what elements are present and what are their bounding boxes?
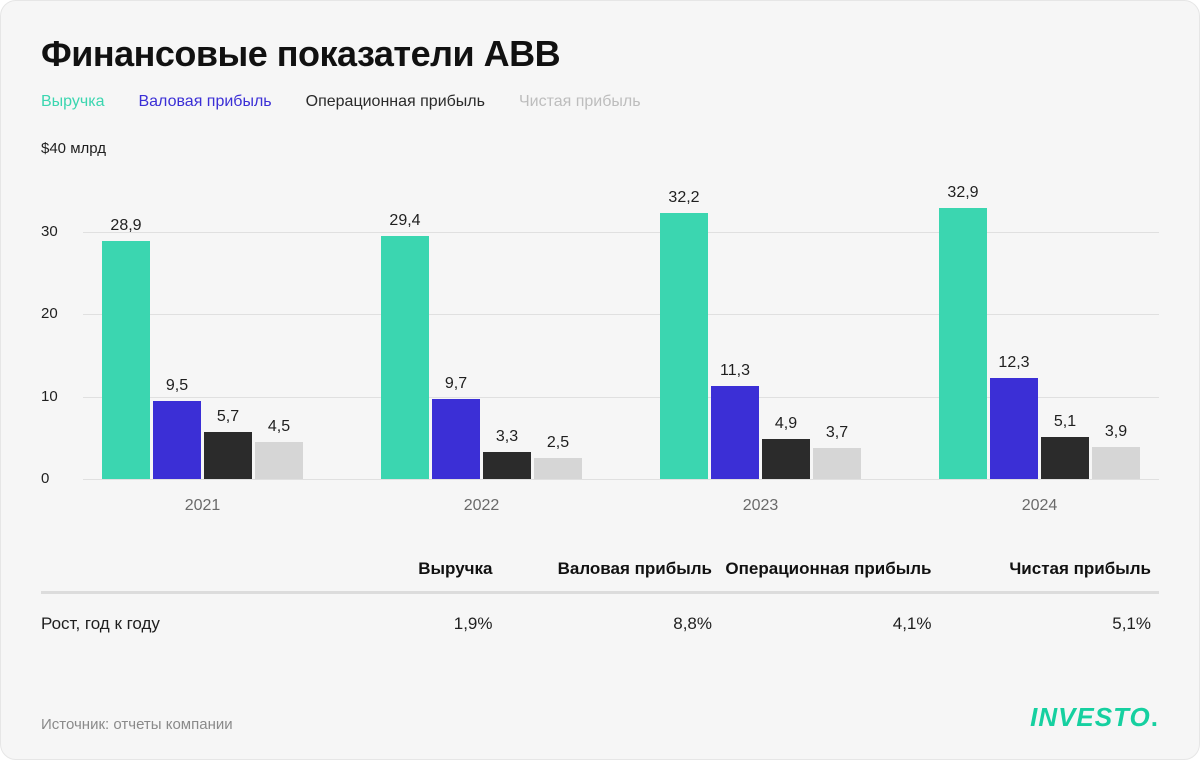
- bar: 29,4: [381, 236, 429, 479]
- bar: 3,7: [813, 448, 861, 479]
- bar-value-label: 9,5: [166, 377, 188, 401]
- x-axis-label: 2024: [920, 497, 1159, 515]
- bar-value-label: 32,2: [668, 189, 699, 213]
- bar: 12,3: [990, 378, 1038, 479]
- legend-item: Выручка: [41, 93, 104, 111]
- bar: 4,5: [255, 442, 303, 479]
- bar-group: 29,49,73,32,5: [362, 149, 601, 479]
- bar: 32,9: [939, 208, 987, 479]
- bar: 9,5: [153, 401, 201, 479]
- bar: 3,3: [483, 452, 531, 479]
- chart-plot: 28,99,55,74,529,49,73,32,532,211,34,93,7…: [83, 149, 1159, 479]
- bar-group: 32,211,34,93,7: [641, 149, 880, 479]
- bar-group: 32,912,35,13,9: [920, 149, 1159, 479]
- y-tick-label: 30: [41, 223, 58, 240]
- table-cell: 8,8%: [501, 614, 721, 634]
- gridline: [83, 479, 1159, 480]
- legend-item: Валовая прибыль: [138, 93, 271, 111]
- bar-value-label: 3,7: [826, 424, 848, 448]
- bar-value-label: 11,3: [720, 362, 750, 386]
- bar-value-label: 3,9: [1105, 423, 1127, 447]
- bar-value-label: 4,5: [268, 418, 290, 442]
- bar-value-label: 5,7: [217, 408, 239, 432]
- bar: 32,2: [660, 213, 708, 479]
- table-header: ВыручкаВаловая прибыльОперационная прибы…: [41, 559, 1159, 594]
- bar: 5,7: [204, 432, 252, 479]
- bar-value-label: 3,3: [496, 428, 518, 452]
- table-column-header: Выручка: [281, 559, 501, 579]
- table-cell: 1,9%: [281, 614, 501, 634]
- table-column-header: Валовая прибыль: [501, 559, 721, 579]
- growth-table: ВыручкаВаловая прибыльОперационная прибы…: [41, 559, 1159, 654]
- source-text: Источник: отчеты компании: [41, 716, 233, 733]
- bar-value-label: 32,9: [947, 184, 978, 208]
- bar: 9,7: [432, 399, 480, 479]
- table-column-header: Операционная прибыль: [720, 559, 940, 579]
- table-row: Рост, год к году 1,9%8,8%4,1%5,1%: [41, 594, 1159, 654]
- bar-value-label: 4,9: [775, 415, 797, 439]
- table-cell: 5,1%: [940, 614, 1160, 634]
- legend-item: Операционная прибыль: [306, 93, 485, 111]
- table-cell: 4,1%: [720, 614, 940, 634]
- page-title: Финансовые показатели ABB: [41, 33, 1159, 75]
- x-axis-label: 2023: [641, 497, 880, 515]
- bar: 28,9: [102, 241, 150, 479]
- bar: 5,1: [1041, 437, 1089, 479]
- bar: 3,9: [1092, 447, 1140, 479]
- chart: $40 млрд0102030 28,99,55,74,529,49,73,32…: [41, 149, 1159, 479]
- bar: 2,5: [534, 458, 582, 479]
- brand-dot: .: [1151, 702, 1159, 732]
- y-tick-label: 0: [41, 470, 49, 487]
- bar-group: 28,99,55,74,5: [83, 149, 322, 479]
- table-row-label: Рост, год к году: [41, 614, 281, 634]
- x-axis-label: 2022: [362, 497, 601, 515]
- bar-value-label: 5,1: [1054, 413, 1076, 437]
- table-header-spacer: [41, 559, 281, 579]
- y-tick-label: 20: [41, 305, 58, 322]
- bar-value-label: 12,3: [998, 354, 1029, 378]
- bar: 4,9: [762, 439, 810, 479]
- brand-logo: INVESTO.: [1030, 702, 1159, 733]
- bar-value-label: 29,4: [389, 212, 420, 236]
- footer: Источник: отчеты компании INVESTO.: [41, 702, 1159, 733]
- x-axis-label: 2021: [83, 497, 322, 515]
- bar-value-label: 28,9: [110, 217, 141, 241]
- x-axis-labels: 2021 2022 2023 2024: [41, 497, 1159, 515]
- legend-item: Чистая прибыль: [519, 93, 641, 111]
- bar: 11,3: [711, 386, 759, 479]
- chart-card: Финансовые показатели ABB ВыручкаВаловая…: [0, 0, 1200, 760]
- y-tick-label: 10: [41, 388, 58, 405]
- brand-text: INVESTO: [1030, 702, 1151, 732]
- bar-value-label: 2,5: [547, 434, 569, 458]
- legend: Выручка Валовая прибыль Операционная прибы…: [41, 93, 1159, 111]
- bar-value-label: 9,7: [445, 375, 467, 399]
- table-column-header: Чистая прибыль: [940, 559, 1160, 579]
